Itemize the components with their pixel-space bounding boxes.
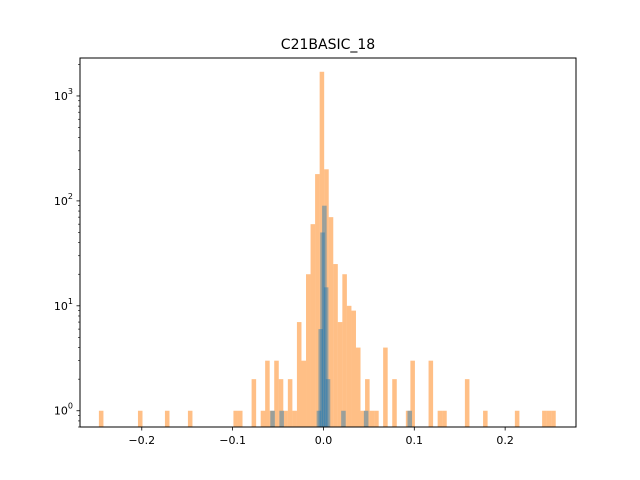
x-tick-label: 0.2 — [496, 434, 514, 447]
histogram-bar — [351, 310, 356, 427]
y-axis: 100 101 102 103 — [54, 64, 80, 428]
histogram-bar — [233, 410, 238, 427]
x-tick-label: 0.0 — [315, 434, 333, 447]
histogram-bar — [407, 410, 413, 427]
histogram-bar — [325, 379, 331, 427]
histogram-bar — [270, 410, 275, 427]
histogram-bar — [428, 360, 434, 427]
histogram-bar — [283, 410, 288, 427]
histogram-bar — [405, 410, 411, 427]
histogram-bar — [278, 379, 284, 427]
histogram-bar — [274, 360, 279, 427]
histogram-bar — [514, 410, 520, 427]
chart-title: C21BASIC_18 — [281, 37, 375, 53]
histogram-bar — [251, 379, 257, 427]
histogram-bar — [237, 410, 243, 427]
histogram-bar — [306, 274, 311, 427]
histogram-bar — [287, 379, 293, 427]
x-tick-label: 0.1 — [406, 434, 424, 447]
histogram-bar — [137, 410, 143, 427]
histogram-bar — [341, 410, 346, 427]
histogram-bars — [98, 71, 556, 428]
histogram-bar — [546, 410, 552, 427]
histogram-bar — [164, 410, 170, 427]
y-tick-label: 102 — [54, 192, 73, 208]
histogram-bar — [310, 224, 316, 427]
histogram-bar — [374, 410, 379, 427]
histogram-bar — [483, 410, 488, 427]
y-tick-label: 103 — [54, 87, 73, 103]
histogram-bar — [328, 217, 334, 427]
histogram-bar — [269, 410, 275, 427]
histogram-bar — [442, 410, 447, 427]
histogram-bar — [410, 360, 415, 427]
histogram-bar — [551, 410, 556, 427]
histogram-bar — [355, 347, 361, 427]
x-axis: −0.2 −0.1 0.0 0.1 0.2 — [128, 427, 514, 447]
histogram-bar — [464, 379, 470, 427]
y-tick-label: 101 — [54, 297, 73, 313]
histogram-bar — [363, 410, 369, 427]
histogram-bar — [437, 410, 443, 427]
histogram-bar — [265, 360, 270, 427]
histogram-bar — [337, 322, 343, 427]
histogram-bar — [542, 410, 547, 427]
histogram-bar — [318, 329, 323, 427]
histogram-bar — [333, 264, 338, 427]
histogram-bar — [292, 410, 297, 427]
histogram-bar — [342, 274, 347, 427]
histogram-bar — [369, 410, 375, 427]
histogram-bar — [365, 379, 370, 427]
histogram-bar — [279, 410, 284, 427]
histogram-bar — [392, 379, 397, 427]
histogram-bar — [319, 71, 325, 427]
histogram-bar — [316, 410, 322, 427]
x-tick-label: −0.2 — [128, 434, 155, 447]
histogram-bar — [260, 410, 266, 427]
y-tick-label: 100 — [54, 402, 73, 418]
histogram-bar — [360, 410, 366, 427]
histogram-bar — [346, 305, 352, 427]
x-tick-label: −0.1 — [219, 434, 246, 447]
histogram-bar — [315, 174, 320, 427]
histogram-bar — [324, 169, 329, 428]
histogram-bar — [98, 410, 104, 427]
histogram-bar — [322, 205, 327, 427]
histogram-bar — [296, 322, 302, 427]
histogram-bar — [320, 232, 325, 427]
histogram-bar — [383, 347, 388, 427]
histogram-bar — [323, 287, 329, 427]
histogram-bar — [187, 410, 193, 427]
histogram-bar — [301, 360, 307, 427]
